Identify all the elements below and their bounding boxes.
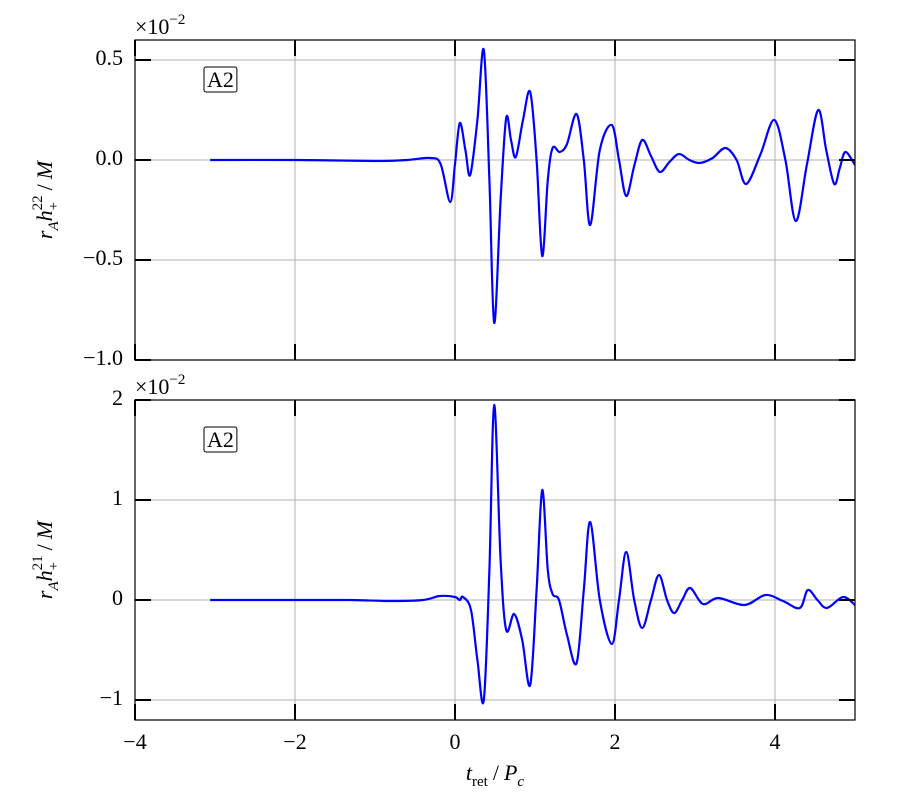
plot-frame [134, 39, 856, 361]
label-part: A [46, 221, 62, 232]
label-part: c [517, 774, 524, 790]
label-part: + [46, 202, 62, 210]
label-part: h [32, 210, 57, 221]
x-tick-label: 2 [610, 729, 621, 754]
y-tick-label: 1 [112, 485, 123, 510]
y-tick-label: 0.0 [96, 145, 124, 170]
data-line [210, 47, 855, 325]
y-tick-label: −0.5 [83, 245, 123, 270]
label-part: ×10 [135, 14, 169, 39]
x-tick-label: 4 [770, 729, 781, 754]
x-tick-label: −4 [123, 729, 146, 754]
x-tick-label: 0 [450, 729, 461, 754]
data-line [210, 403, 855, 705]
annotation-box [203, 66, 238, 93]
y-tick-label: −1.0 [83, 345, 123, 370]
label-part: M [32, 159, 57, 180]
label-part: −2 [169, 12, 185, 28]
label-part: / [32, 183, 57, 190]
label-part: t [466, 760, 473, 785]
offset-text: ×10−2 [135, 12, 185, 39]
label-part: ret [472, 774, 489, 790]
label-part: h [32, 570, 57, 581]
label-part: A [46, 581, 62, 592]
annotation-box [203, 426, 238, 453]
panel: −1.0 −0.5 0.0 0.5 ×10−2 A2 rAh+22 / M [30, 12, 856, 370]
y-tick-label: −1 [100, 685, 123, 710]
label-part: 22 [30, 195, 46, 210]
annotation: A2 [207, 427, 234, 452]
y-tick-label: 0 [112, 585, 123, 610]
y-tick-label: 2 [112, 385, 123, 410]
x-tick-label: −2 [283, 729, 306, 754]
label-part: 21 [30, 555, 46, 570]
label-part: M [32, 519, 57, 540]
label-part: / [493, 760, 500, 785]
y-tick-label: 0.5 [96, 45, 124, 70]
label-part: P [503, 760, 517, 785]
label-part: r [32, 590, 57, 599]
label-part: −2 [169, 372, 185, 388]
plot-frame [134, 399, 856, 721]
label-part: / [32, 543, 57, 550]
offset-text: ×10−2 [135, 372, 185, 399]
label-part: ×10 [135, 374, 169, 399]
label-part: r [32, 230, 57, 239]
annotation: A2 [207, 67, 234, 92]
y-axis-label: rAh+21 / M [30, 519, 62, 599]
x-axis-label: tret / Pc [466, 760, 525, 790]
y-axis-label: rAh+22 / M [30, 159, 62, 239]
label-part: + [46, 562, 62, 570]
